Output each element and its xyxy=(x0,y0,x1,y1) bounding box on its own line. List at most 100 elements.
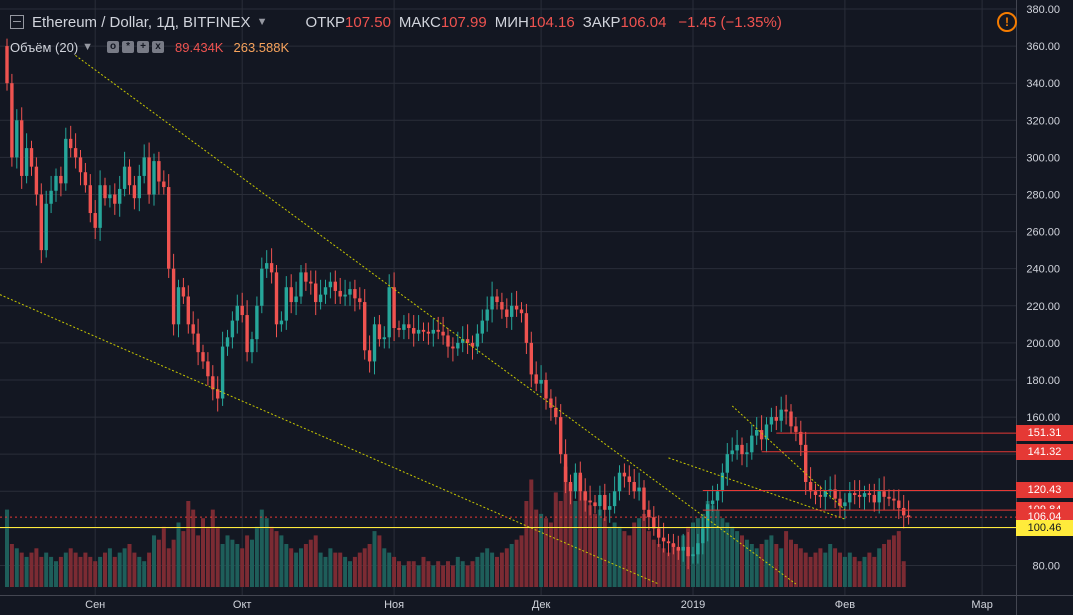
symbol-title[interactable]: Ethereum / Dollar, 1Д, BITFINEX xyxy=(32,13,251,31)
candle-body xyxy=(510,305,514,317)
volume-bar xyxy=(740,535,744,587)
candle-body xyxy=(872,494,876,503)
candle-body xyxy=(436,329,440,332)
volume-bar xyxy=(749,544,754,587)
candle-body xyxy=(191,324,195,334)
volume-bar xyxy=(612,522,617,587)
trendline-wedge-top[interactable] xyxy=(731,405,846,511)
candle-body xyxy=(769,417,774,425)
volume-bar xyxy=(107,548,112,587)
volume-bar xyxy=(44,552,49,587)
volume-bar xyxy=(215,526,220,587)
low-value: 104.16 xyxy=(528,13,575,31)
candle-body xyxy=(333,281,337,291)
volume-bar xyxy=(284,544,289,587)
volume-bar xyxy=(519,535,524,587)
volume-bar xyxy=(475,556,480,587)
price-tag: 151.31 xyxy=(1016,425,1073,442)
volume-bar xyxy=(803,552,808,587)
candle-body xyxy=(265,263,269,269)
candle-body xyxy=(514,305,519,310)
candle-body xyxy=(220,346,225,399)
candle-body xyxy=(245,315,249,353)
volume-title[interactable]: Объём (20) xyxy=(10,39,79,55)
volume-bar xyxy=(431,565,436,587)
volume-bar xyxy=(289,548,294,587)
candle-body xyxy=(167,187,171,269)
collapse-icon[interactable] xyxy=(10,15,24,29)
plus-icon[interactable]: + xyxy=(137,41,150,53)
volume-bar xyxy=(774,544,779,587)
volume-bar xyxy=(764,539,769,587)
candle-body xyxy=(627,476,631,482)
volume-bar xyxy=(514,539,519,587)
volume-bar xyxy=(891,535,896,587)
volume-bar xyxy=(29,552,34,587)
candle-body xyxy=(402,324,406,330)
candle-body xyxy=(108,194,112,199)
candle-body xyxy=(431,329,435,334)
volume-bar xyxy=(411,561,416,587)
candle-body xyxy=(230,320,235,338)
volume-bar xyxy=(862,556,867,587)
volume-bar xyxy=(441,565,446,587)
volume-bar xyxy=(63,552,68,587)
volume-bar xyxy=(34,548,39,587)
candle-body xyxy=(132,185,137,199)
alert-icon[interactable]: ! xyxy=(997,12,1017,32)
candle-body xyxy=(118,188,122,204)
candle-body xyxy=(666,541,671,544)
volume-bar xyxy=(24,556,29,587)
y-tick-label: 340.00 xyxy=(1026,78,1060,90)
candle-body xyxy=(127,166,132,186)
candle-body xyxy=(759,430,764,440)
trendline-upper[interactable] xyxy=(75,54,797,585)
volume-bar xyxy=(294,552,299,587)
candle-body xyxy=(686,546,690,557)
volume-bar xyxy=(617,526,622,587)
y-tick-label: 320.00 xyxy=(1026,115,1060,127)
volume-bar xyxy=(112,556,117,587)
candle-body xyxy=(642,487,646,510)
volume-bar xyxy=(117,552,122,587)
candle-body xyxy=(59,175,63,184)
volume-bar xyxy=(544,518,548,587)
volume-bar xyxy=(338,552,343,587)
candle-body xyxy=(902,507,906,516)
candle-body xyxy=(897,500,901,508)
time-axis[interactable]: Сен Окт Ноя Дек 2019 Фев Мар xyxy=(85,599,993,611)
candles xyxy=(5,38,911,570)
volume-bar xyxy=(78,556,83,587)
candle-body xyxy=(201,352,205,362)
chevron-down-icon[interactable]: ▼ xyxy=(256,16,268,28)
volume-bar xyxy=(362,548,367,587)
volume-bar xyxy=(607,526,612,587)
volume-bar xyxy=(19,552,24,587)
candle-body xyxy=(29,148,34,167)
y-tick-label: 200.00 xyxy=(1026,338,1060,350)
candle-body xyxy=(524,313,529,343)
volume-bar xyxy=(661,548,666,587)
candle-body xyxy=(774,417,778,421)
candle-body xyxy=(568,481,573,492)
y-tick-label: 180.00 xyxy=(1026,375,1060,387)
volume-bar xyxy=(73,552,78,587)
candle-body xyxy=(39,194,43,251)
trendline-wedge-bottom[interactable] xyxy=(668,457,846,520)
volume-bar xyxy=(744,539,749,587)
volume-bar xyxy=(387,552,392,587)
candle-body xyxy=(804,444,808,482)
volume-bar xyxy=(401,565,406,587)
settings-icon[interactable]: * xyxy=(122,41,135,53)
chevron-down-icon[interactable]: ▼ xyxy=(82,41,94,53)
volume-bar xyxy=(318,552,323,587)
eye-icon[interactable]: o xyxy=(107,41,120,53)
volume-bar xyxy=(597,509,602,587)
volume-bar xyxy=(49,556,54,587)
candle-body xyxy=(519,309,524,314)
candle-body xyxy=(377,324,382,340)
drawings[interactable] xyxy=(0,54,1016,585)
candle-body xyxy=(113,194,117,204)
close-icon[interactable]: x xyxy=(152,41,165,53)
